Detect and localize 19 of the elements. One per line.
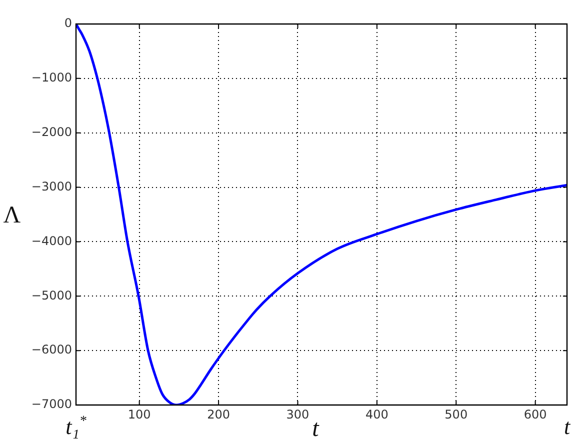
x-tick-label: 200 (207, 407, 230, 422)
y-tick-label: −5000 (31, 288, 72, 302)
y-tick-label: −2000 (31, 124, 72, 139)
y-tick-label: −3000 (31, 179, 72, 194)
x-tick-label: 600 (524, 407, 547, 422)
text: t (564, 414, 571, 439)
x-tick-label: 500 (444, 407, 468, 422)
x-tick-label: 400 (365, 407, 388, 422)
x-tick-label: 300 (286, 407, 310, 422)
x-axis-title: t (312, 416, 320, 442)
line-series (76, 24, 567, 405)
y-tick-label: −6000 (31, 342, 72, 357)
y-tick-label: −4000 (31, 234, 72, 248)
y-tick-label: 0 (64, 16, 72, 30)
y-axis-title: Λ (3, 202, 22, 228)
y-tick-label: −1000 (31, 70, 72, 85)
x-tick-label: 100 (128, 407, 151, 422)
y-tick-label: −7000 (31, 397, 72, 412)
text: t₁* (66, 414, 86, 439)
